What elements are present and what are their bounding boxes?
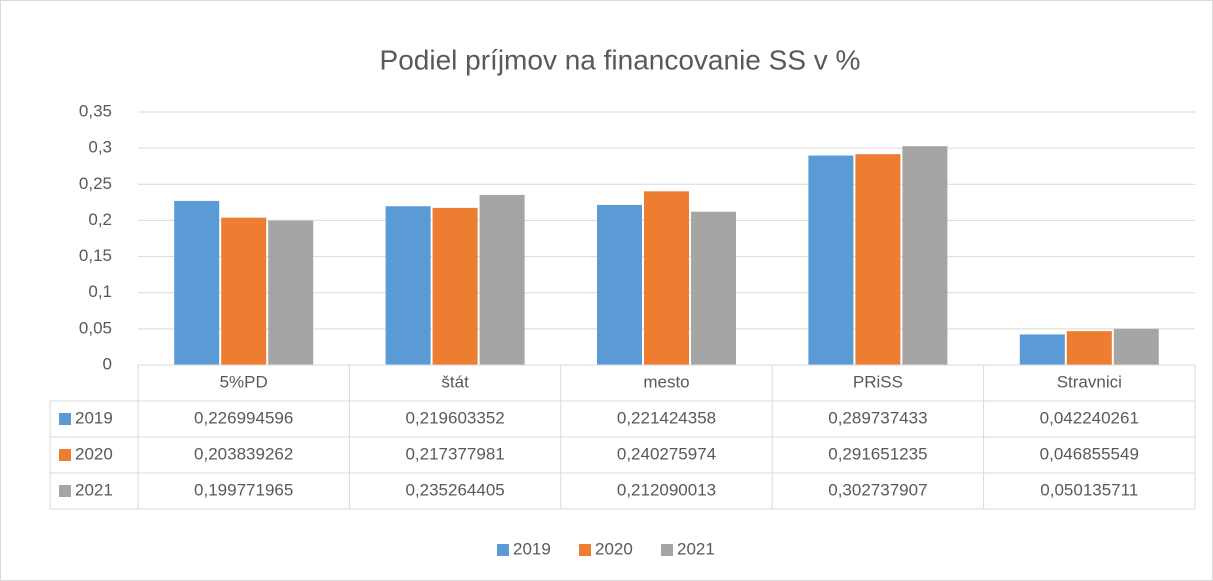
table-series-label: 2020 — [75, 444, 113, 463]
table-cell: 0,217377981 — [405, 444, 504, 463]
legend-key — [661, 544, 673, 556]
bar — [808, 155, 854, 365]
x-tick-label: PRiSS — [853, 372, 903, 391]
table-cell: 0,302737907 — [828, 480, 927, 499]
table-series-label: 2019 — [75, 408, 113, 427]
y-tick-label: 0,3 — [88, 138, 112, 157]
table-legend-key — [59, 485, 71, 497]
legend-label: 2019 — [513, 539, 551, 558]
table-cell: 0,291651235 — [828, 444, 927, 463]
y-tick-label: 0,2 — [88, 210, 112, 229]
bar — [691, 211, 736, 365]
table-series-label: 2021 — [75, 480, 113, 499]
bar — [385, 206, 431, 365]
legend-key — [497, 544, 509, 556]
table-cell: 0,235264405 — [405, 480, 504, 499]
y-tick-label: 0,35 — [79, 101, 112, 120]
x-tick-label: mesto — [643, 372, 689, 391]
table-cell: 0,042240261 — [1040, 408, 1139, 427]
table-cell: 0,046855549 — [1040, 444, 1139, 463]
legend-label: 2020 — [595, 539, 633, 558]
y-tick-label: 0,25 — [79, 174, 112, 193]
bar — [597, 204, 642, 365]
table-cell: 0,219603352 — [405, 408, 504, 427]
table-cell: 0,203839262 — [194, 444, 293, 463]
bar — [855, 154, 901, 365]
x-tick-label: 5%PD — [220, 372, 268, 391]
bar — [268, 220, 314, 365]
legend-label: 2021 — [677, 539, 715, 558]
y-tick-label: 0,1 — [88, 282, 112, 301]
bar — [902, 146, 948, 365]
y-tick-label: 0 — [103, 354, 112, 373]
chart-title: Podiel príjmov na financovanie SS v % — [380, 44, 861, 75]
table-legend-key — [59, 413, 71, 425]
bar — [174, 200, 220, 365]
table-cell: 0,212090013 — [617, 480, 716, 499]
y-tick-label: 0,05 — [79, 318, 112, 337]
bar — [479, 194, 525, 365]
x-tick-label: Stravnici — [1057, 372, 1122, 391]
bar — [1019, 334, 1065, 365]
y-tick-label: 0,15 — [79, 246, 112, 265]
table-cell: 0,240275974 — [617, 444, 716, 463]
table-cell: 0,050135711 — [1040, 480, 1138, 499]
x-tick-label: štát — [441, 372, 469, 391]
table-cell: 0,221424358 — [617, 408, 716, 427]
table-cell: 0,289737433 — [828, 408, 927, 427]
table-legend-key — [59, 449, 71, 461]
legend-key — [579, 544, 591, 556]
bar — [644, 191, 689, 365]
bar — [221, 217, 267, 365]
bar — [432, 207, 478, 365]
bar — [1066, 331, 1112, 365]
bar — [1113, 328, 1159, 365]
table-cell: 0,199771965 — [194, 480, 293, 499]
table-cell: 0,226994596 — [194, 408, 293, 427]
